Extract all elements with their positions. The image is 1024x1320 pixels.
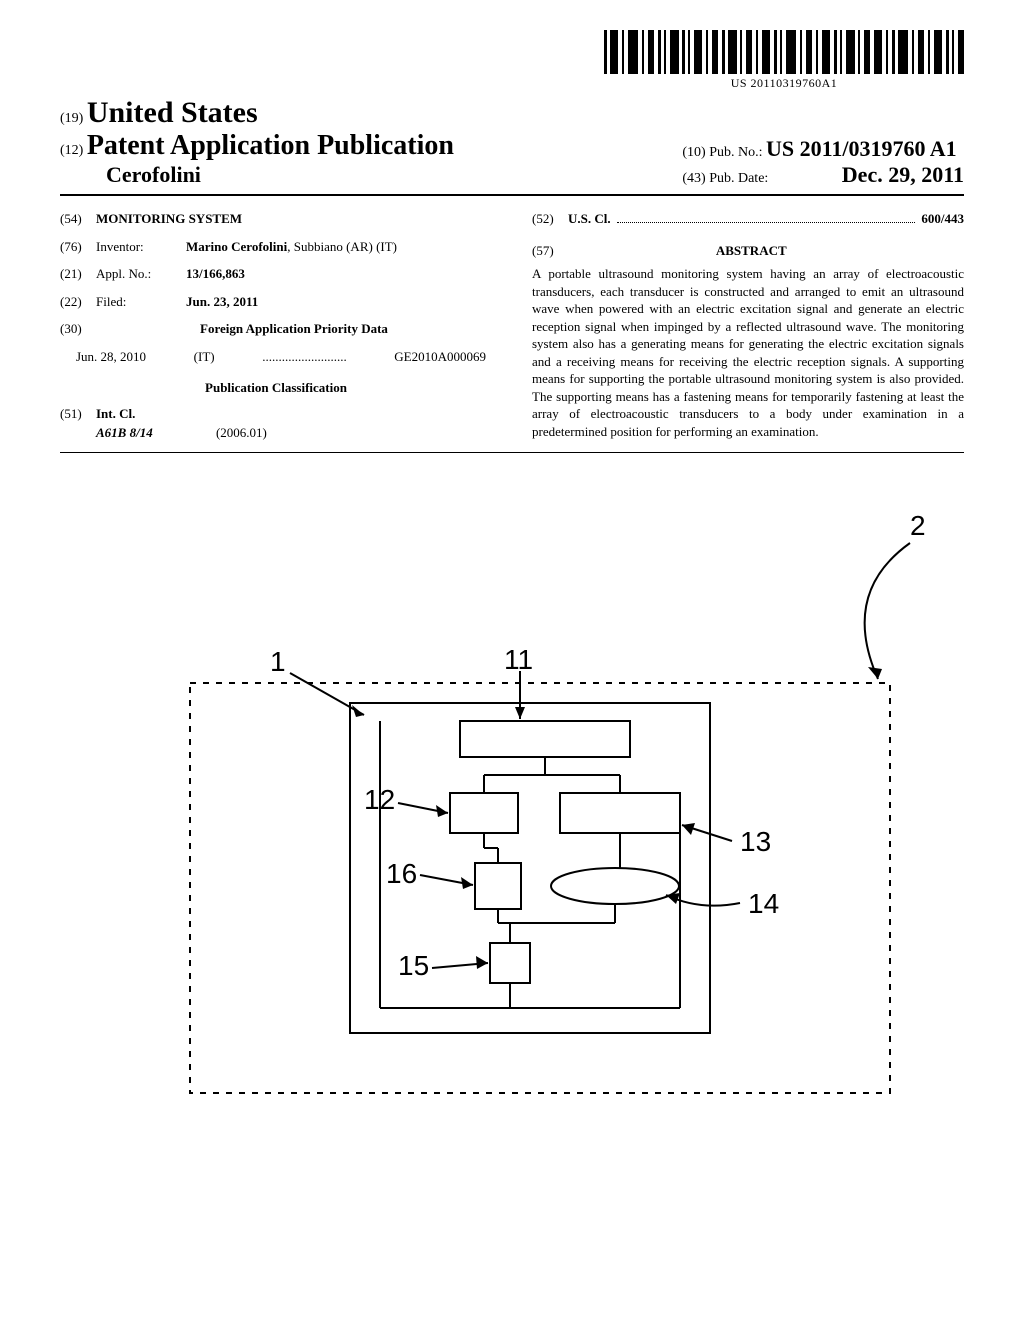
intcl-version: (2006.01): [216, 425, 267, 440]
bibliographic-columns: (54) MONITORING SYSTEM (76) Inventor: Ma…: [60, 210, 964, 442]
title-row: (54) MONITORING SYSTEM: [60, 210, 492, 228]
barcode: US 20110319760A1: [604, 30, 964, 91]
publication-type: Patent Application Publication: [87, 130, 454, 161]
kind-code-19: (19): [60, 111, 83, 126]
code-57: (57): [532, 242, 568, 260]
code-54: (54): [60, 210, 96, 228]
country: United States: [87, 96, 258, 129]
intcl-code: A61B 8/14: [96, 425, 153, 440]
figure-label-12: 12: [364, 784, 395, 815]
header-right: (10) Pub. No.: US 2011/0319760 A1 (43) P…: [682, 136, 964, 188]
filed-date: Jun. 23, 2011: [186, 293, 492, 311]
priority-country: (IT): [194, 348, 215, 366]
priority-dots: ..........................: [262, 348, 347, 366]
code-51: (51): [60, 405, 96, 423]
code-22: (22): [60, 293, 96, 311]
priority-date: Jun. 28, 2010: [76, 348, 146, 366]
code-52: (52): [532, 210, 568, 228]
intcl-value-row: A61B 8/14 (2006.01): [96, 424, 492, 442]
filed-label: Filed:: [96, 293, 186, 311]
inventor-name: Marino Cerofolini: [186, 239, 287, 254]
uscl-value: 600/443: [921, 210, 964, 228]
kind-code-12: (12): [60, 143, 83, 158]
pubdate-label: Pub. Date:: [709, 171, 768, 186]
barcode-region: US 20110319760A1: [60, 30, 964, 92]
abstract-block: (57) ABSTRACT A portable ultrasound moni…: [532, 242, 964, 441]
divider-thick: [60, 194, 964, 196]
pubno-label: Pub. No.:: [709, 145, 762, 160]
figure-label-14: 14: [748, 888, 779, 919]
barcode-svg: [604, 30, 964, 74]
publication-number: US 2011/0319760 A1: [766, 136, 957, 161]
appl-row: (21) Appl. No.: 13/166,863: [60, 265, 492, 283]
publication-date: Dec. 29, 2011: [842, 162, 964, 187]
divider-thin: [60, 452, 964, 453]
priority-number: GE2010A000069: [394, 348, 486, 366]
uscl-label: U.S. Cl.: [568, 210, 611, 228]
filed-row: (22) Filed: Jun. 23, 2011: [60, 293, 492, 311]
figure-label-15: 15: [398, 950, 429, 981]
application-number: 13/166,863: [186, 265, 492, 283]
figure: 1 2 11 12 16 15 13 14: [60, 503, 964, 1103]
header: (19) United States (12) Patent Applicati…: [60, 96, 964, 188]
appl-label: Appl. No.:: [96, 265, 186, 283]
left-column: (54) MONITORING SYSTEM (76) Inventor: Ma…: [60, 210, 492, 442]
kind-code-43: (43): [682, 171, 705, 186]
code-76: (76): [60, 238, 96, 256]
header-left: (19) United States (12) Patent Applicati…: [60, 96, 454, 188]
pub-classification-title: Publication Classification: [60, 379, 492, 397]
code-21: (21): [60, 265, 96, 283]
intcl-label: Int. Cl.: [96, 405, 135, 423]
figure-label-2: 2: [910, 510, 926, 541]
foreign-priority-title: Foreign Application Priority Data: [96, 320, 492, 338]
barcode-text: US 20110319760A1: [604, 76, 964, 91]
right-column: (52) U.S. Cl. 600/443 (57) ABSTRACT A po…: [532, 210, 964, 442]
figure-label-16: 16: [386, 858, 417, 889]
abstract-title: ABSTRACT: [571, 242, 931, 260]
uscl-row: (52) U.S. Cl. 600/443: [532, 210, 964, 228]
figure-label-13: 13: [740, 826, 771, 857]
invention-title: MONITORING SYSTEM: [96, 210, 242, 228]
figure-label-11: 11: [504, 644, 533, 675]
inventor-label: Inventor:: [96, 238, 186, 256]
intcl-row: (51) Int. Cl.: [60, 405, 492, 423]
priority-data-row: Jun. 28, 2010 (IT) .....................…: [60, 348, 492, 366]
inventor-location: , Subbiano (AR) (IT): [287, 239, 397, 254]
foreign-priority-header: (30) Foreign Application Priority Data: [60, 320, 492, 338]
uscl-dots: [617, 212, 916, 223]
kind-code-10: (10): [682, 145, 705, 160]
inventor-row: (76) Inventor: Marino Cerofolini, Subbia…: [60, 238, 492, 256]
abstract-text: A portable ultrasound monitoring system …: [532, 265, 964, 440]
figure-label-1: 1: [270, 646, 286, 677]
code-30: (30): [60, 320, 96, 338]
figure-svg: 1 2 11 12 16 15 13 14: [120, 503, 940, 1103]
author: Cerofolini: [106, 162, 454, 188]
